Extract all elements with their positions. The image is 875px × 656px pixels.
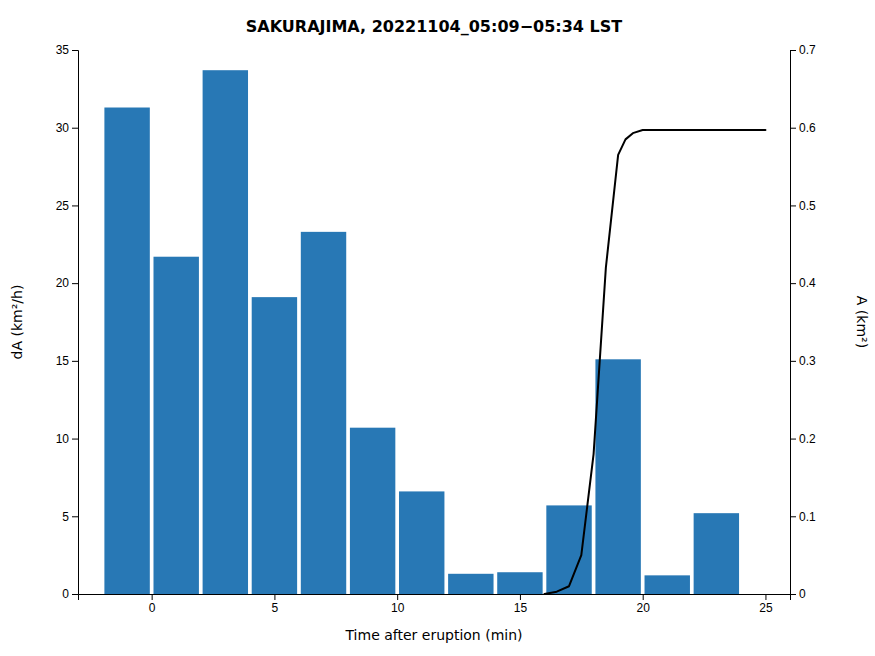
tick: 0 <box>62 587 78 601</box>
tick: 20 <box>56 276 78 290</box>
x-axis: 0 5 10 15 20 25 <box>79 594 791 615</box>
plot: 0 5 10 15 20 25 0 5 10 15 20 25 30 35 0 0.1 0.2 0.3 0.4 0.5… <box>56 43 816 614</box>
tick: 0 <box>790 587 806 601</box>
tick-label: 0.4 <box>799 276 816 290</box>
tick: 0.7 <box>790 43 816 57</box>
tick-mark <box>72 594 78 595</box>
tick-label: 0 <box>799 587 806 601</box>
y2-axis: 0 0.1 0.2 0.3 0.4 0.5 0.6 0.7 <box>790 43 816 601</box>
tick-label: 25 <box>56 199 70 213</box>
tick-mark <box>72 361 78 362</box>
tick: 0.3 <box>790 354 816 368</box>
tick-label: 0.5 <box>799 199 816 213</box>
tick-label: 0 <box>149 601 156 615</box>
y-axis: 0 5 10 15 20 25 30 35 <box>56 43 79 601</box>
axis-line <box>72 51 79 595</box>
tick-mark <box>72 439 78 440</box>
tick-mark <box>274 594 275 600</box>
tick-mark <box>72 128 78 129</box>
tick-mark <box>72 50 78 51</box>
bar <box>252 297 297 594</box>
title: SAKURAJIMA, 20221104_05:09−05:34 LST <box>246 17 622 36</box>
bar <box>497 572 542 594</box>
tick: 15 <box>56 354 78 368</box>
tick-mark <box>790 361 796 362</box>
tick: 0 <box>149 594 156 615</box>
bar <box>694 513 739 594</box>
tick-mark <box>643 594 644 600</box>
tick: 0.1 <box>790 510 816 524</box>
tick-mark <box>72 283 78 284</box>
tick-mark <box>72 516 78 517</box>
y-axis-title: dA (km²/h) <box>9 285 25 360</box>
tick-mark <box>790 128 796 129</box>
tick-label: 10 <box>391 601 405 615</box>
tick-label: 10 <box>56 432 70 446</box>
bar <box>595 359 640 594</box>
y2-axis-title: A (km²) <box>854 296 870 348</box>
tick-label: 20 <box>56 276 70 290</box>
tick: 35 <box>56 43 78 57</box>
tick: 0.6 <box>790 121 816 135</box>
line <box>544 130 765 594</box>
tick-label: 5 <box>272 601 279 615</box>
bar <box>203 70 248 594</box>
tick-label: 5 <box>62 510 69 524</box>
tick: 15 <box>514 594 528 615</box>
marks <box>104 70 765 594</box>
tick: 0.5 <box>790 199 816 213</box>
tick-mark <box>520 594 521 600</box>
tick-label: 0.2 <box>799 432 816 446</box>
tick-mark <box>790 439 796 440</box>
tick-label: 15 <box>56 354 70 368</box>
axis-line <box>791 51 797 595</box>
bar <box>153 257 198 594</box>
tick-label: 0 <box>62 587 69 601</box>
tick-mark <box>790 283 796 284</box>
tick: 10 <box>56 432 78 446</box>
tick-mark <box>152 594 153 600</box>
bar <box>301 232 346 594</box>
tick-label: 15 <box>514 601 528 615</box>
x-axis-title: Time after eruption (min) <box>344 627 522 643</box>
tick-mark <box>790 50 796 51</box>
tick: 10 <box>391 594 405 615</box>
tick-mark <box>790 516 796 517</box>
tick-label: 0.7 <box>799 43 816 57</box>
bar <box>350 428 395 594</box>
bar <box>645 575 690 594</box>
tick-label: 30 <box>56 121 70 135</box>
tick-mark <box>790 594 796 595</box>
tick-label: 0.1 <box>799 510 816 524</box>
tick-label: 20 <box>637 601 651 615</box>
bars <box>104 70 739 594</box>
tick-label: 0.3 <box>799 354 816 368</box>
tick: 0.2 <box>790 432 816 446</box>
tick-label: 25 <box>759 601 773 615</box>
tick: 25 <box>56 199 78 213</box>
bar <box>448 574 493 594</box>
bar <box>399 491 444 594</box>
tick: 30 <box>56 121 78 135</box>
tick-label: 35 <box>56 43 70 57</box>
tick: 0.4 <box>790 276 816 290</box>
tick: 5 <box>272 594 279 615</box>
chart: 0 5 10 15 20 25 0 5 10 15 20 25 30 35 0 0.1 0.2 0.3 0.4 0.5… <box>0 0 875 656</box>
bar <box>104 108 149 594</box>
tick: 20 <box>637 594 651 615</box>
tick-mark <box>72 205 78 206</box>
tick: 25 <box>759 594 773 615</box>
tick: 5 <box>62 510 78 524</box>
tick-label: 0.6 <box>799 121 816 135</box>
axis-line <box>79 595 791 601</box>
tick-mark <box>765 594 766 600</box>
tick-mark <box>397 594 398 600</box>
tick-mark <box>790 205 796 206</box>
